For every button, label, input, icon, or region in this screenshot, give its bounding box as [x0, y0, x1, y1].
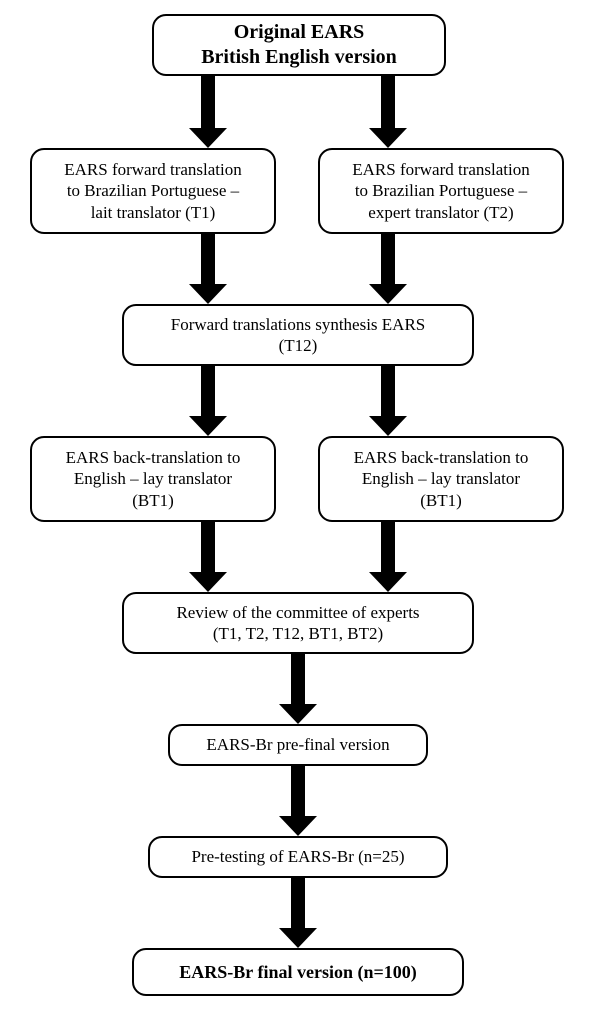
flow-node-n2: EARS forward translationto Brazilian Por… — [30, 148, 276, 234]
arrow-head — [279, 928, 317, 948]
arrow-shaft — [291, 654, 305, 704]
arrow-shaft — [381, 366, 395, 416]
node-text: EARS-Br pre-final version — [180, 734, 416, 755]
arrow-shaft — [381, 234, 395, 284]
arrow-head — [189, 416, 227, 436]
flow-node-n5: EARS back-translation toEnglish – lay tr… — [30, 436, 276, 522]
flow-node-n4: Forward translations synthesis EARS(T12) — [122, 304, 474, 366]
node-text: EARS forward translationto Brazilian Por… — [42, 159, 264, 223]
flow-node-n3: EARS forward translationto Brazilian Por… — [318, 148, 564, 234]
arrow-head — [369, 128, 407, 148]
arrow-head — [189, 572, 227, 592]
arrow-shaft — [201, 234, 215, 284]
node-text: EARS-Br final version (n=100) — [144, 961, 452, 984]
flow-node-n10: EARS-Br final version (n=100) — [132, 948, 464, 996]
flow-node-n9: Pre-testing of EARS-Br (n=25) — [148, 836, 448, 878]
arrow-head — [189, 128, 227, 148]
arrow-head — [369, 284, 407, 304]
node-text: Pre-testing of EARS-Br (n=25) — [160, 846, 436, 867]
flow-node-n7: Review of the committee of experts(T1, T… — [122, 592, 474, 654]
arrow-head — [369, 416, 407, 436]
arrow-shaft — [201, 522, 215, 572]
arrow-head — [279, 816, 317, 836]
arrow-shaft — [291, 878, 305, 928]
arrow-head — [189, 284, 227, 304]
node-text: Forward translations synthesis EARS(T12) — [134, 314, 462, 357]
arrow-shaft — [291, 766, 305, 816]
node-text: EARS back-translation toEnglish – lay tr… — [330, 447, 552, 511]
node-text: Original EARSBritish English version — [164, 20, 434, 70]
arrow-shaft — [381, 76, 395, 128]
arrow-head — [279, 704, 317, 724]
flow-node-n8: EARS-Br pre-final version — [168, 724, 428, 766]
flow-node-n1: Original EARSBritish English version — [152, 14, 446, 76]
arrow-shaft — [201, 366, 215, 416]
node-text: EARS back-translation toEnglish – lay tr… — [42, 447, 264, 511]
arrow-shaft — [381, 522, 395, 572]
node-text: Review of the committee of experts(T1, T… — [134, 602, 462, 645]
node-text: EARS forward translationto Brazilian Por… — [330, 159, 552, 223]
arrow-shaft — [201, 76, 215, 128]
flow-node-n6: EARS back-translation toEnglish – lay tr… — [318, 436, 564, 522]
arrow-head — [369, 572, 407, 592]
